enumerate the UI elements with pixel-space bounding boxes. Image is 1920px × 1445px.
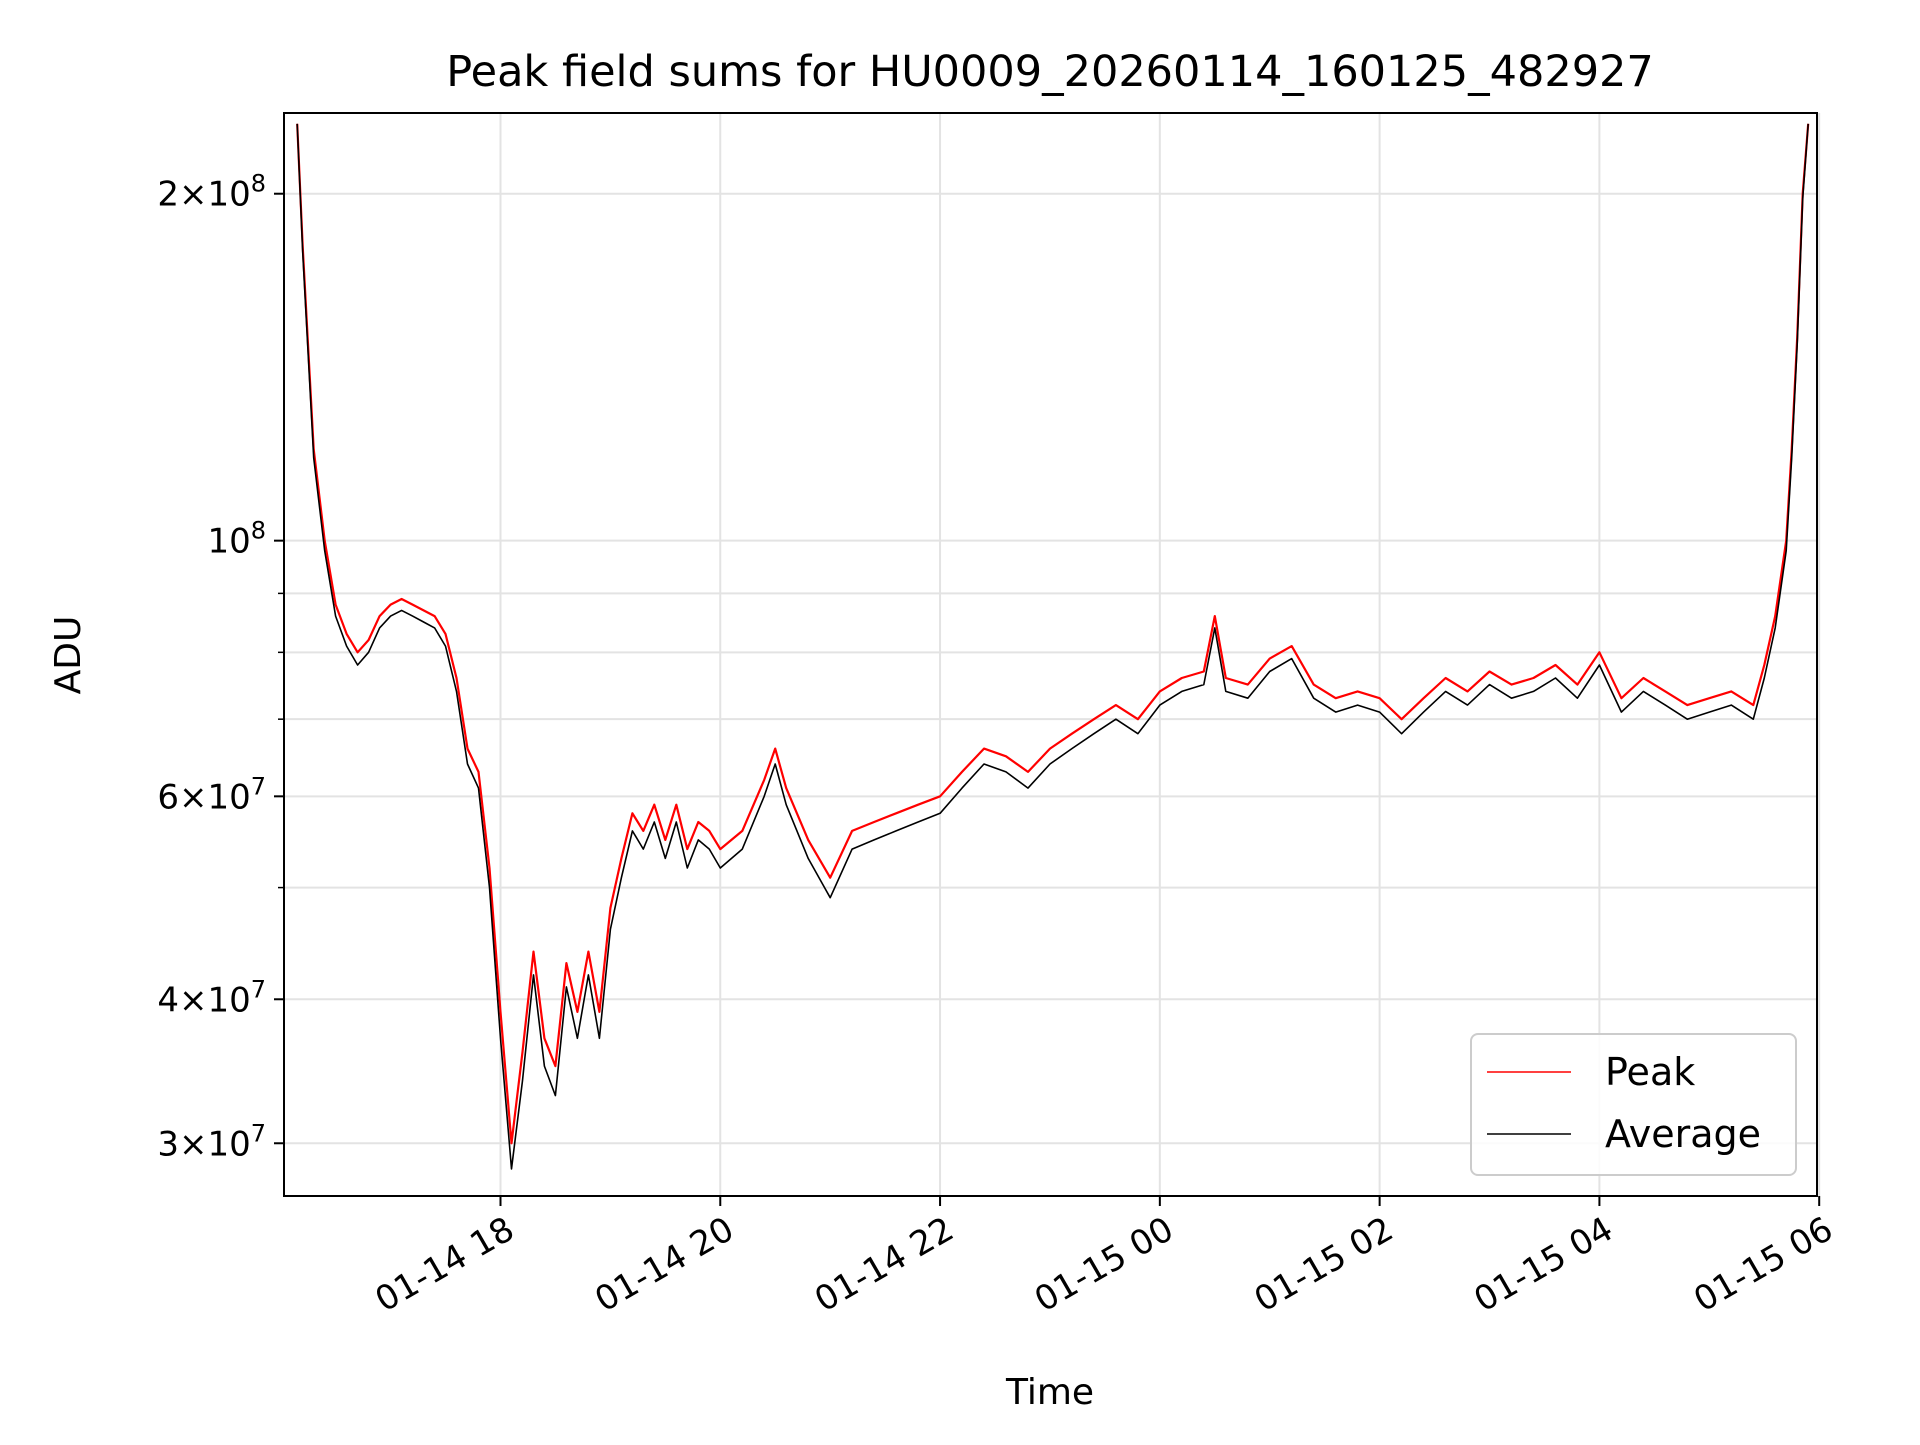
legend-label-peak: Peak [1605, 1050, 1695, 1094]
series-line-peak [296, 123, 1810, 1145]
grid [284, 113, 1821, 1196]
y-tick-label: 4×107 [157, 975, 266, 1020]
x-axis-label: Time [1005, 1372, 1094, 1413]
y-tick-label: 3×107 [157, 1119, 266, 1164]
legend-label-average: Average [1605, 1112, 1761, 1156]
y-tick-label: 2×108 [157, 170, 266, 215]
y-tick-label: 6×107 [157, 772, 266, 817]
y-axis-label: ADU [48, 616, 89, 695]
plot-frame [283, 112, 1818, 1197]
legend-frame [1470, 1033, 1797, 1176]
y-tick-label: 108 [207, 517, 266, 562]
legend: Peak Average [1470, 1033, 1797, 1176]
series-layer [296, 123, 1810, 1170]
chart-title: Peak field sums for HU0009_20260114_1601… [446, 47, 1654, 97]
series-line-average [296, 123, 1809, 1170]
